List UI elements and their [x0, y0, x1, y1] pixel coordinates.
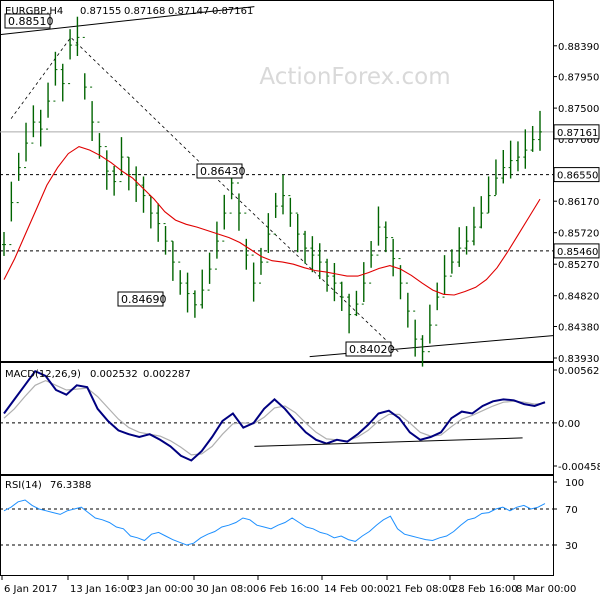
- x-tick-label: 6 Feb 16:00: [260, 584, 319, 595]
- x-tick-label: 8 Mar 00:00: [516, 584, 576, 595]
- rsi-panel-frame: [0, 475, 554, 576]
- annotation-box: [117, 291, 164, 307]
- macd-value-signal: 0.002287: [143, 369, 191, 380]
- rsi-layer: [0, 499, 553, 546]
- annotation-box: [196, 163, 243, 179]
- macd-layer: [0, 369, 553, 462]
- quote-low: 0.87147: [168, 6, 209, 17]
- axis-layer: 0.883900.879500.875000.870600.866100.861…: [1, 42, 600, 595]
- y-tick-label: 0.85720: [558, 229, 599, 240]
- rsi-title: RSI(14): [5, 480, 42, 491]
- x-tick-label: 21 Feb 08:00: [389, 584, 455, 595]
- macd-tick-label: -0.004586: [558, 462, 600, 473]
- annotation-label: 0.86430: [200, 165, 246, 178]
- current-price-box: [553, 124, 600, 140]
- macd-signal-line: [3, 379, 546, 456]
- x-tick-label: 13 Jan 16:00: [70, 584, 133, 595]
- annotation-box: [345, 341, 392, 357]
- macd-panel-frame: [0, 362, 554, 475]
- rsi-tick-label: 100: [565, 478, 584, 489]
- macd-tick-label: 0.00: [558, 419, 580, 430]
- moving-average-line: [3, 145, 541, 296]
- annotation-label: 0.88510: [8, 15, 54, 28]
- sr-label-box: [553, 243, 600, 259]
- x-tick-label: 23 Jan 00:00: [130, 584, 193, 595]
- macd-line: [3, 369, 546, 462]
- rsi-line: [3, 499, 546, 546]
- rsi-value: 76.3388: [50, 480, 91, 491]
- annotation-box: [4, 13, 51, 29]
- watermark: ActionForex.com: [259, 64, 450, 90]
- quote-close: 0.87161: [212, 6, 253, 17]
- y-tick-label: 0.86170: [558, 197, 599, 208]
- price-layer: 0.88510 0.86430 0.84690 0.84020: [0, 6, 554, 367]
- quote-high: 0.87168: [124, 6, 165, 17]
- y-tick-label: 0.87500: [558, 104, 599, 115]
- macd-title: MACD(12,26,9): [5, 369, 81, 380]
- current-price-label: 0.87161: [557, 128, 598, 139]
- annotation-label: 0.84690: [121, 293, 167, 306]
- price-panel-frame: [0, 0, 554, 362]
- chart-header-symbol: EURGBP,H4: [5, 6, 63, 17]
- sr-label: 0.85460: [557, 247, 598, 258]
- quote-open: 0.87155: [80, 6, 121, 17]
- rsi-tick-label: 30: [565, 541, 578, 552]
- y-tick-label: 0.87060: [558, 135, 599, 146]
- rsi-tick-label: 70: [565, 505, 578, 516]
- x-tick-label: 14 Feb 00:00: [324, 584, 390, 595]
- y-tick-label: 0.88390: [558, 42, 599, 53]
- y-tick-label: 0.83930: [558, 354, 599, 365]
- y-tick-label: 0.84380: [558, 323, 599, 334]
- y-tick-label: 0.85270: [558, 260, 599, 271]
- x-tick-label: 30 Jan 08:00: [196, 584, 259, 595]
- x-tick-label: 6 Jan 2017: [4, 584, 58, 595]
- sr-label-box: [553, 167, 600, 183]
- annotation-label: 0.84020: [349, 343, 395, 356]
- y-tick-label: 0.84820: [558, 292, 599, 303]
- trendline: [0, 6, 255, 36]
- y-tick-label: 0.87950: [558, 73, 599, 84]
- x-tick-label: 28 Feb 16:00: [452, 584, 518, 595]
- projection-line: [10, 36, 399, 352]
- macd-value-main: 0.002532: [90, 369, 138, 380]
- macd-tick-label: 0.005627: [558, 366, 600, 377]
- sr-label: 0.86550: [557, 171, 598, 182]
- macd-trendline: [254, 437, 523, 447]
